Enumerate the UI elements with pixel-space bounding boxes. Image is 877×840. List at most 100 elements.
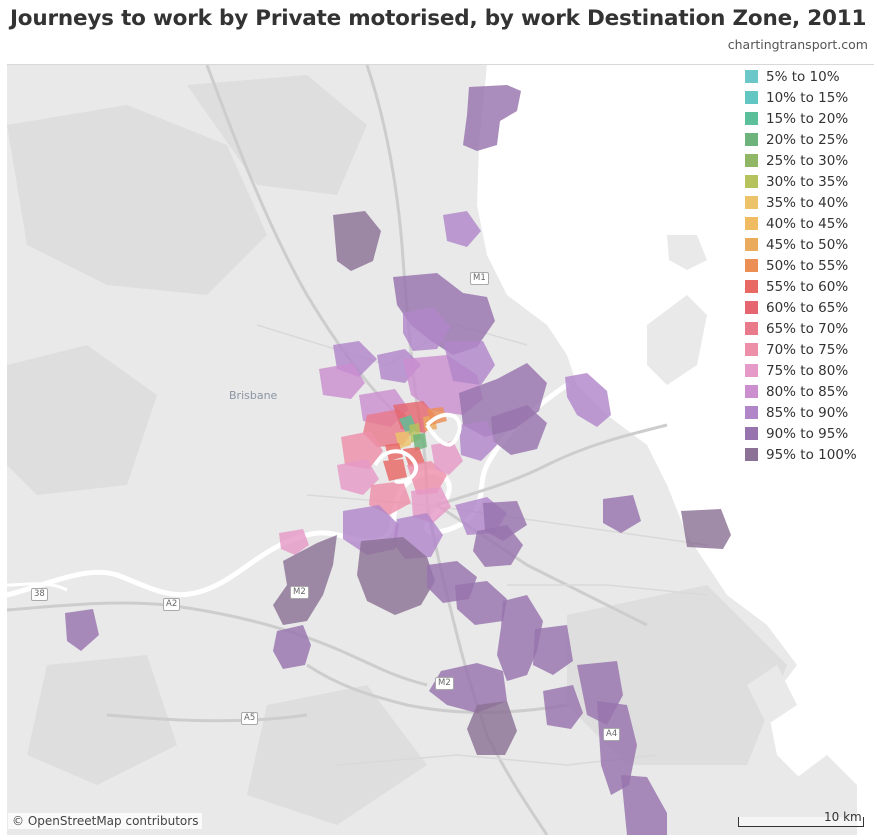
map-svg <box>7 65 874 835</box>
legend-swatch <box>745 364 758 377</box>
zone[interactable] <box>467 701 517 755</box>
zone[interactable] <box>565 373 611 427</box>
zone[interactable] <box>383 459 407 481</box>
zone[interactable] <box>455 581 507 625</box>
legend-item[interactable]: 25% to 30% <box>745 150 857 171</box>
zone[interactable] <box>413 433 427 451</box>
legend-label: 65% to 70% <box>766 320 849 337</box>
zone[interactable] <box>319 363 365 399</box>
zone[interactable] <box>337 459 379 495</box>
road-shield-a5: A5 <box>241 712 259 725</box>
legend-swatch <box>745 385 758 398</box>
park-areas <box>7 75 787 825</box>
zone[interactable] <box>459 421 497 461</box>
zone[interactable] <box>463 85 521 151</box>
legend-item[interactable]: 40% to 45% <box>745 213 857 234</box>
legend-item[interactable]: 5% to 10% <box>745 66 857 87</box>
legend-swatch <box>745 91 758 104</box>
map-canvas[interactable]: Brisbane M1 M2 M2 A2 A5 38 A4 <box>7 64 874 835</box>
legend-swatch <box>745 133 758 146</box>
legend-item[interactable]: 80% to 85% <box>745 381 857 402</box>
legend-label: 10% to 15% <box>766 89 849 106</box>
zone[interactable] <box>497 595 543 681</box>
legend: 5% to 10% 10% to 15% 15% to 20% 20% to 25% 2… <box>745 66 861 467</box>
legend-label: 85% to 90% <box>766 404 849 421</box>
legend-label: 35% to 40% <box>766 194 849 211</box>
legend-item[interactable]: 75% to 80% <box>745 360 857 381</box>
map-attribution[interactable]: © OpenStreetMap contributors <box>8 813 203 829</box>
legend-swatch <box>745 301 758 314</box>
legend-label: 40% to 45% <box>766 215 849 232</box>
legend-label: 95% to 100% <box>766 446 857 463</box>
legend-label: 50% to 55% <box>766 257 849 274</box>
road-shield-38: 38 <box>31 588 48 601</box>
legend-swatch <box>745 427 758 440</box>
zone[interactable] <box>393 273 495 355</box>
zone[interactable] <box>279 529 309 555</box>
zone[interactable] <box>443 211 481 247</box>
legend-swatch <box>745 343 758 356</box>
legend-label: 90% to 95% <box>766 425 849 442</box>
legend-label: 5% to 10% <box>766 68 840 85</box>
legend-swatch <box>745 70 758 83</box>
legend-swatch <box>745 406 758 419</box>
zone[interactable] <box>65 609 99 651</box>
zone[interactable] <box>597 701 637 795</box>
zone[interactable] <box>681 509 731 549</box>
road-shield-m2-south: M2 <box>435 677 454 690</box>
zone[interactable] <box>603 495 641 533</box>
zone[interactable] <box>533 625 573 675</box>
legend-swatch <box>745 196 758 209</box>
legend-swatch <box>745 154 758 167</box>
legend-swatch <box>745 322 758 335</box>
legend-label: 75% to 80% <box>766 362 849 379</box>
place-label-brisbane: Brisbane <box>229 389 278 402</box>
legend-swatch <box>745 280 758 293</box>
legend-swatch <box>745 112 758 125</box>
legend-label: 55% to 60% <box>766 278 849 295</box>
zone[interactable] <box>429 663 507 713</box>
scale-label: 10 km <box>824 810 862 824</box>
legend-swatch <box>745 448 758 461</box>
zone[interactable] <box>357 537 435 615</box>
map-title: Journeys to work by Private motorised, b… <box>10 6 867 31</box>
legend-item[interactable]: 85% to 90% <box>745 402 857 423</box>
zone[interactable] <box>403 447 425 467</box>
legend-item[interactable]: 15% to 20% <box>745 108 857 129</box>
zone[interactable] <box>341 431 383 469</box>
scale-bar <box>738 817 864 827</box>
legend-label: 70% to 75% <box>766 341 849 358</box>
legend-item[interactable]: 10% to 15% <box>745 87 857 108</box>
cbd-river <box>373 412 462 484</box>
legend-item[interactable]: 30% to 35% <box>745 171 857 192</box>
legend-item[interactable]: 95% to 100% <box>745 444 857 465</box>
zone[interactable] <box>621 775 667 835</box>
legend-item[interactable]: 70% to 75% <box>745 339 857 360</box>
legend-item[interactable]: 45% to 50% <box>745 234 857 255</box>
legend-label: 80% to 85% <box>766 383 849 400</box>
zone[interactable] <box>411 487 451 523</box>
legend-item[interactable]: 60% to 65% <box>745 297 857 318</box>
legend-item[interactable]: 90% to 95% <box>745 423 857 444</box>
zone[interactable] <box>403 307 451 351</box>
road-shield-a2: A2 <box>163 598 181 611</box>
zone[interactable] <box>473 525 523 567</box>
zone[interactable] <box>333 211 381 271</box>
legend-item[interactable]: 55% to 60% <box>745 276 857 297</box>
source-credit: chartingtransport.com <box>727 37 868 52</box>
legend-item[interactable]: 35% to 40% <box>745 192 857 213</box>
legend-item[interactable]: 20% to 25% <box>745 129 857 150</box>
legend-label: 45% to 50% <box>766 236 849 253</box>
zone[interactable] <box>273 625 311 669</box>
zone[interactable] <box>273 535 337 625</box>
zone[interactable] <box>431 441 463 475</box>
zone[interactable] <box>443 341 495 385</box>
zone[interactable] <box>543 685 583 729</box>
legend-item[interactable]: 65% to 70% <box>745 318 857 339</box>
legend-label: 30% to 35% <box>766 173 849 190</box>
road-shield-m2: M2 <box>290 586 309 599</box>
legend-item[interactable]: 50% to 55% <box>745 255 857 276</box>
zone[interactable] <box>491 405 547 455</box>
destination-zones[interactable] <box>65 85 731 835</box>
legend-label: 20% to 25% <box>766 131 849 148</box>
